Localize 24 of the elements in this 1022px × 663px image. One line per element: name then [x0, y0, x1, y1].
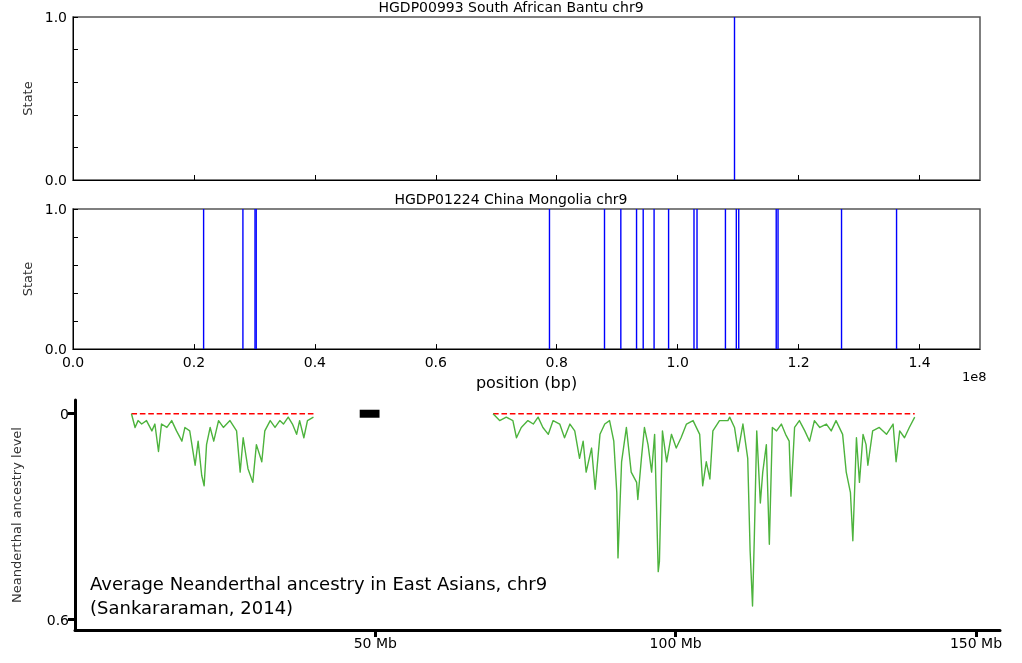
x-tick-label: 0.2: [182, 354, 206, 371]
y-tick-label: 0.6: [46, 611, 70, 628]
y-tick-label: 0.0: [44, 172, 67, 188]
y-tick-label: 0: [60, 405, 69, 422]
x-tick-label: 1.4: [908, 354, 931, 371]
x-tick-label: 0.4: [303, 354, 327, 371]
y-axis-title: Neanderthal ancestry level: [9, 427, 24, 603]
x-tick-label: 0.8: [545, 354, 568, 371]
y-axis-title: State: [19, 261, 35, 297]
chart-title: HGDP01224 China Mongolia chr9: [394, 191, 628, 207]
y-tick-label: 1.0: [44, 201, 67, 217]
x-tick-label: 150 Mb: [949, 635, 1003, 651]
x-tick-label: 1.0: [666, 354, 689, 371]
x-tick-label: 100 Mb: [649, 635, 702, 651]
x-axis-title: position (bp): [475, 372, 578, 392]
x-tick-label: 50 Mb: [353, 635, 398, 651]
x-tick-label: 1.2: [787, 354, 810, 371]
annotation: (Sankararaman, 2014): [90, 596, 294, 618]
y-tick-label: 1.0: [44, 9, 67, 25]
text: 1e8: [962, 369, 987, 384]
annotation: Average Neanderthal ancestry in East Asians, chr9: [90, 572, 548, 594]
chart-title: HGDP00993 South African Bantu chr9: [378, 0, 644, 15]
y-axis-title: State: [19, 81, 35, 116]
x-tick-label: 0.6: [424, 354, 448, 371]
